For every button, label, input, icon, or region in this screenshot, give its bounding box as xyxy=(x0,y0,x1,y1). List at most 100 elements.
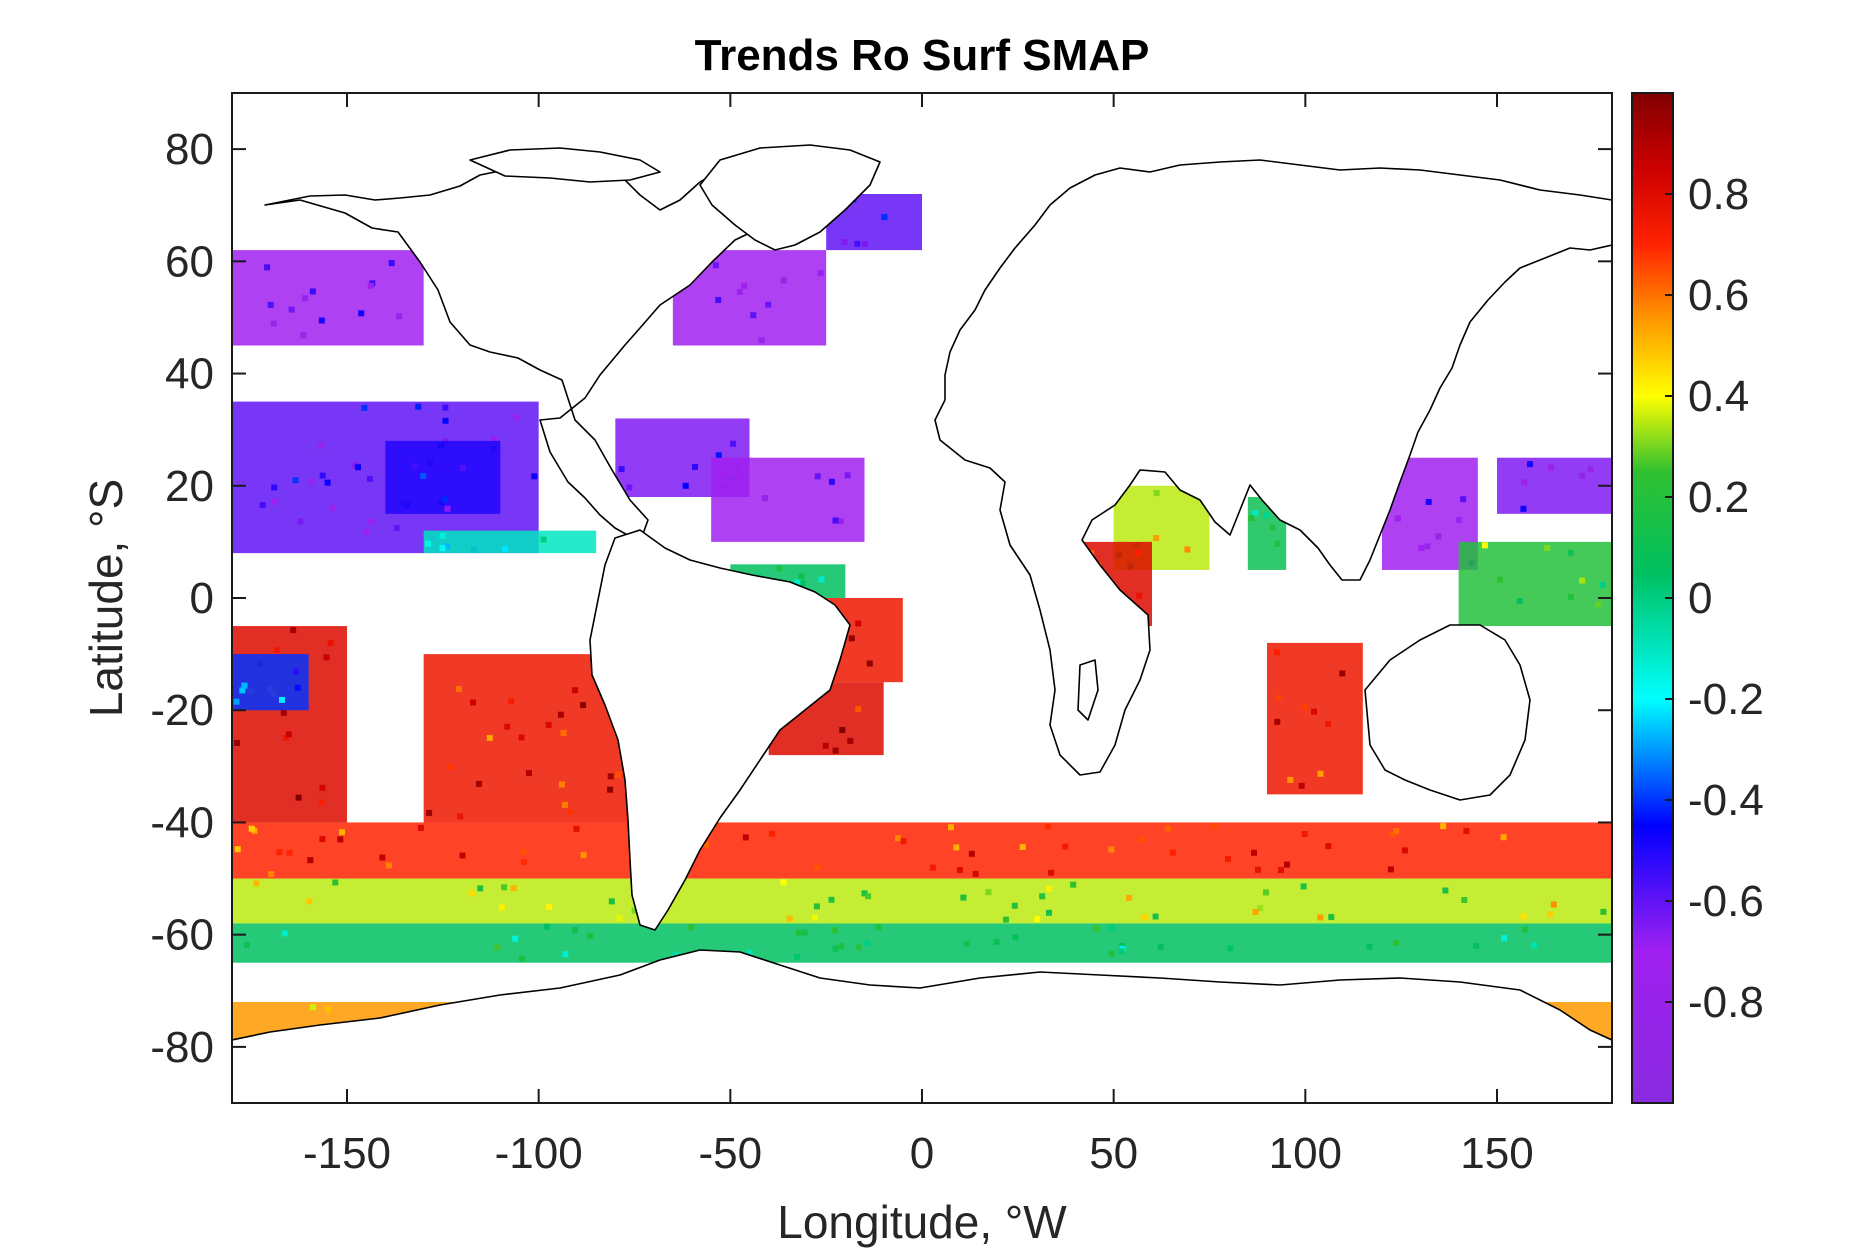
heatmap-cell xyxy=(558,781,565,788)
heatmap-cell xyxy=(1252,510,1259,517)
heatmap-cell xyxy=(1157,944,1164,951)
heatmap-cell xyxy=(1521,926,1528,933)
heatmap-cell xyxy=(1328,914,1335,921)
heatmap-cell xyxy=(329,504,335,511)
heatmap-cell xyxy=(692,463,698,470)
heatmap-cell xyxy=(1520,913,1527,920)
heatmap-cell xyxy=(616,915,623,922)
heatmap-cell xyxy=(309,1004,316,1011)
heatmap-cell xyxy=(309,288,316,295)
heatmap-cell xyxy=(881,214,888,221)
heatmap-cell xyxy=(720,483,727,490)
heatmap-cell xyxy=(239,687,246,694)
heatmap-cell xyxy=(948,824,954,831)
heatmap-cell xyxy=(1442,887,1449,894)
heatmap-cell xyxy=(832,747,839,754)
heatmap-cell xyxy=(319,784,326,791)
heatmap-cell xyxy=(460,464,466,471)
heatmap-cell xyxy=(1548,464,1554,471)
heatmap-cell xyxy=(319,472,326,479)
heatmap-region xyxy=(232,654,309,711)
heatmap-cell xyxy=(1595,601,1602,608)
heatmap-cell xyxy=(234,846,241,853)
heatmap-cell xyxy=(615,771,622,778)
heatmap-cell xyxy=(837,518,844,525)
heatmap-cell xyxy=(425,540,431,547)
heatmap-cell xyxy=(828,478,835,485)
heatmap-cell xyxy=(1184,546,1191,553)
heatmap-cell xyxy=(339,829,345,836)
colorbar-tick-label: 0 xyxy=(1688,574,1712,623)
colorbar-tick-label: 0.2 xyxy=(1688,473,1749,522)
heatmap-cell xyxy=(953,844,960,851)
heatmap-cell xyxy=(1600,908,1607,915)
heatmap-cell xyxy=(832,945,839,952)
heatmap-cell xyxy=(1527,461,1533,468)
heatmap-cell xyxy=(865,893,872,900)
heatmap-region xyxy=(1497,457,1612,514)
heatmap-cell xyxy=(292,477,299,484)
chart-title: Trends Ro Surf SMAP xyxy=(695,31,1150,80)
greenland-outline xyxy=(699,144,881,251)
heatmap-cell xyxy=(1274,718,1281,725)
x-tick-label: 100 xyxy=(1269,1129,1342,1178)
heatmap-cell xyxy=(741,282,748,289)
y-tick-label: -60 xyxy=(150,911,214,960)
heatmap-cell xyxy=(475,780,482,787)
x-tick-label: -150 xyxy=(303,1129,391,1178)
heatmap-cell xyxy=(504,723,511,730)
colorbar: 0.8 0.6 0.4 0.2 0 -0.2 -0.4 -0.6 -0.8 xyxy=(1631,92,1764,1104)
heatmap-cell xyxy=(264,264,271,271)
heatmap-cell xyxy=(477,885,484,892)
heatmap-cell xyxy=(729,475,736,482)
heatmap-cell xyxy=(1567,594,1574,600)
heatmap-cell xyxy=(1339,670,1346,677)
heatmap-cell xyxy=(1093,925,1099,932)
heatmap-cell xyxy=(273,646,280,653)
heatmap-cell xyxy=(1366,943,1373,950)
heatmap-region-base xyxy=(1458,541,1612,627)
heatmap-cell xyxy=(363,528,370,535)
heatmap-cell xyxy=(780,277,787,284)
x-tick-label: -50 xyxy=(699,1129,763,1178)
heatmap-cell xyxy=(618,466,625,473)
heatmap-cell xyxy=(862,241,868,247)
heatmap-cell xyxy=(521,859,528,866)
heatmap-cell xyxy=(494,944,501,951)
heatmap-cell xyxy=(290,627,297,634)
heatmap-cell xyxy=(580,702,587,709)
heatmap-cell xyxy=(297,518,304,525)
heatmap-cell xyxy=(1521,479,1528,486)
heatmap-cell xyxy=(366,475,373,482)
heatmap-cell xyxy=(672,951,679,958)
heatmap-cell xyxy=(1164,825,1171,832)
heatmap-cell xyxy=(1600,581,1606,588)
heatmap-region-base xyxy=(232,250,424,346)
heatmap-cell xyxy=(854,240,861,247)
heatmap-cell xyxy=(580,852,587,859)
heatmap-cell xyxy=(875,924,882,931)
heatmap-cell xyxy=(455,686,462,692)
heatmap-cell xyxy=(780,879,787,886)
heatmap-cell xyxy=(400,500,407,507)
heatmap-cell xyxy=(1062,843,1069,850)
heatmap-cell xyxy=(1317,914,1324,921)
heatmap-cell xyxy=(561,801,568,808)
heatmap-cell xyxy=(302,295,308,302)
heatmap-cell xyxy=(1119,942,1125,949)
heatmap-cell xyxy=(1317,770,1324,777)
heatmap-cell xyxy=(1269,524,1276,531)
heatmap-cell xyxy=(1273,649,1280,656)
heatmap-cell xyxy=(426,809,433,816)
heatmap-cell xyxy=(1211,823,1218,830)
heatmap-cell xyxy=(1046,909,1052,916)
heatmap-cell xyxy=(1455,517,1462,523)
europe-africa-asia-outline xyxy=(934,159,1612,776)
heatmap-layer xyxy=(232,194,1612,1042)
heatmap-cell xyxy=(442,417,449,424)
heatmap-cell xyxy=(279,696,285,703)
heatmap-cell xyxy=(1048,869,1055,876)
coastline-outlines xyxy=(232,144,1612,1103)
heatmap-cell xyxy=(839,727,846,733)
heatmap-cell xyxy=(798,573,805,580)
